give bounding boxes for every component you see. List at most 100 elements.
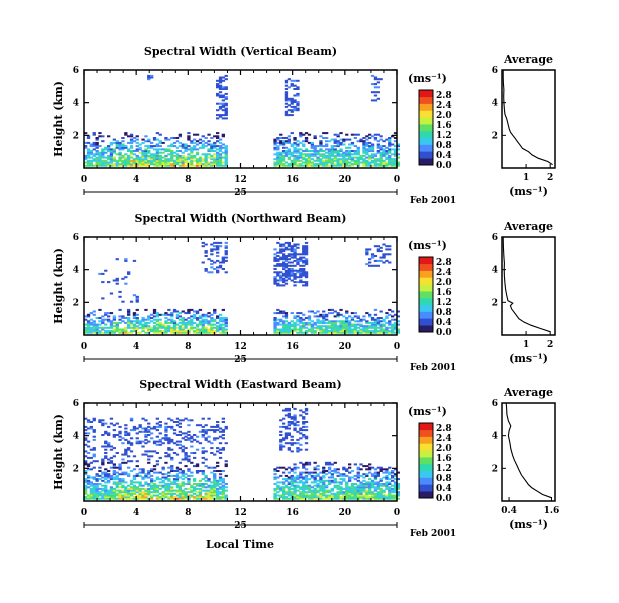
heatmap-cell <box>336 163 340 166</box>
heatmap-cell <box>84 492 88 495</box>
heatmap-cell <box>175 478 180 481</box>
heatmap-cell <box>213 486 217 489</box>
heatmap-cell <box>302 264 306 267</box>
x-tick-label: 0 <box>394 175 400 185</box>
heatmap-cell <box>370 473 375 476</box>
colorbar-tick-label: 1.2 <box>436 298 452 308</box>
heatmap-cell <box>155 326 159 329</box>
heatmap-cell <box>190 419 194 422</box>
heatmap-cell <box>210 145 214 148</box>
heatmap-cell <box>322 145 326 148</box>
heatmap-cell <box>204 318 208 321</box>
heatmap-cell <box>373 83 378 86</box>
heatmap-cell <box>175 156 180 159</box>
heatmap-cell <box>327 158 332 161</box>
heatmap-cell <box>144 494 148 497</box>
heatmap-cell <box>330 161 334 164</box>
heatmap-cell <box>204 476 208 479</box>
heatmap-cell <box>365 138 369 141</box>
heatmap-cell <box>141 330 145 333</box>
heatmap-cell <box>127 323 131 326</box>
heatmap-cell <box>345 484 349 487</box>
heatmap-cell <box>175 153 180 156</box>
heatmap-cell <box>121 154 125 157</box>
heatmap-cell <box>164 494 168 497</box>
heatmap-cell <box>356 487 360 490</box>
heatmap-cell <box>109 151 114 154</box>
heatmap-cell <box>388 141 392 144</box>
heatmap-cell <box>279 141 283 144</box>
heatmap-cell <box>115 326 119 329</box>
heatmap-cell <box>221 326 225 329</box>
heatmap-cell <box>322 153 326 156</box>
heatmap-cell <box>221 491 225 494</box>
heatmap-cell <box>107 148 111 151</box>
heatmap-cell <box>138 326 142 329</box>
heatmap-cell <box>284 312 289 315</box>
heatmap-cell <box>391 471 395 474</box>
colorbar-unit: (ms⁻¹) <box>408 405 447 418</box>
heatmap-cell <box>327 150 332 152</box>
heatmap-cell <box>339 159 343 162</box>
colorbar-swatch <box>419 463 433 471</box>
heatmap-cell <box>138 491 142 494</box>
heatmap-cell <box>382 328 386 331</box>
heatmap-cell <box>279 154 283 157</box>
heatmap-cell <box>325 313 329 316</box>
heatmap-cell <box>333 158 337 161</box>
heatmap-cell <box>293 429 297 432</box>
heatmap-cell <box>193 164 197 167</box>
heatmap-cell <box>98 317 102 319</box>
heatmap-cell <box>273 470 277 472</box>
heatmap-cell <box>284 435 289 438</box>
heatmap-cell <box>195 161 200 164</box>
heatmap-cell <box>181 161 185 164</box>
heatmap-cell <box>376 81 380 84</box>
heatmap-cell <box>365 148 369 151</box>
heatmap-cell <box>84 326 88 329</box>
heatmap-cell <box>124 473 128 476</box>
heatmap-cell <box>121 315 125 318</box>
heatmap-cell <box>322 154 326 157</box>
heatmap-cell <box>359 463 363 466</box>
heatmap-cell <box>333 140 337 143</box>
heatmap-cell <box>356 484 360 487</box>
heatmap-cell <box>290 474 294 477</box>
heatmap-cell <box>187 496 191 499</box>
x-tick-label: 0 <box>81 342 87 352</box>
heatmap-cell <box>170 315 174 318</box>
heatmap-cell <box>373 471 378 474</box>
colorbar-swatch <box>419 124 433 132</box>
heatmap-cell <box>385 163 389 166</box>
heatmap-cell <box>147 315 151 318</box>
heatmap-cell <box>172 326 177 329</box>
heatmap-cell <box>195 133 200 136</box>
heatmap-cell <box>201 158 205 161</box>
heatmap-cell <box>207 140 211 143</box>
heatmap-cell <box>296 158 300 161</box>
heatmap-cell <box>193 146 197 149</box>
heatmap-cell <box>221 86 225 89</box>
heatmap-cell <box>322 484 326 487</box>
heatmap-cell <box>382 154 386 157</box>
heatmap-cell <box>276 164 280 167</box>
heatmap-cell <box>127 148 131 151</box>
heatmap-cell <box>316 321 320 324</box>
heatmap-cell <box>356 496 360 499</box>
heatmap-cell <box>204 159 208 162</box>
heatmap-cell <box>373 99 378 102</box>
heatmap-cell <box>330 474 334 477</box>
heatmap-cell <box>178 430 182 433</box>
heatmap-cell <box>144 450 148 453</box>
heatmap-cell <box>138 151 142 154</box>
heatmap-cell <box>112 317 116 319</box>
heatmap-cell <box>391 484 395 487</box>
heatmap-cell <box>287 148 291 151</box>
heatmap-cell <box>167 153 171 156</box>
heatmap-cell <box>127 271 131 274</box>
heatmap-cell <box>336 164 340 167</box>
heatmap-cell <box>382 496 386 499</box>
heatmap-cell <box>213 470 217 472</box>
heatmap-cell <box>304 478 309 481</box>
heatmap-cell <box>273 268 277 270</box>
